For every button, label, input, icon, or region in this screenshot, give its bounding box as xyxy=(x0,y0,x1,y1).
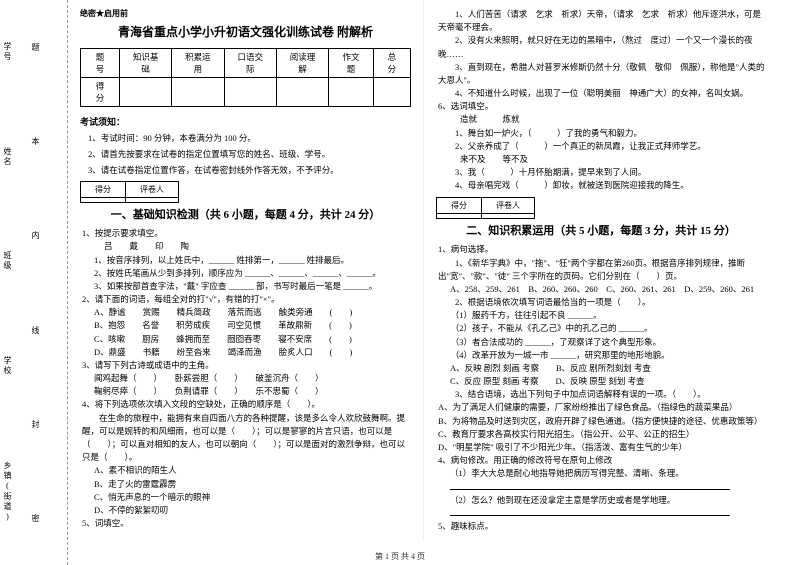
q5-line: 2、没有火来照明，就只好在无边的黑暗中，（熬过 度过）一个又一个漫长的夜晚…… xyxy=(438,34,766,60)
s2-q2-opt: A、反映 剧烈 刻画 考察 B、反应 剧所烈刻划 考查 xyxy=(450,362,766,375)
s2-q3-opt: B、为将物品及时送到灾区，政府开辟了绿色通道。（指方便快捷的途径、优惠政策等） xyxy=(438,415,766,428)
s2-q3-opt: D、"明星学院" 吸引了不少阳光少年。（指活泼、富有生气的少年） xyxy=(438,441,766,454)
q4-opt: C、悄无声息的一个暗示的眼神 xyxy=(94,491,411,504)
s2-q4: 4、病句修改。用正确的修改符号在原句上修改 xyxy=(438,454,766,467)
scorer-box: 得分 评卷人 xyxy=(80,181,411,203)
q2: 2、请下面的词语，每组全对的打"√"，有错的打"×"。 xyxy=(82,293,411,306)
q5-line: 1、人们苦苦（请求 乞求 祈求）天帝，（请求 乞求 祈求）他斥逐洪水，可是天帝毫… xyxy=(438,8,766,34)
left-column: 绝密★启用前 青海省重点小学小升初语文强化训练试卷 附解析 题 号 知识基础 积… xyxy=(68,0,423,540)
score-cell: 得分 xyxy=(81,182,126,198)
q1-chars: 吕 戴 印 陶 xyxy=(104,240,411,253)
s2-q2-sub: （4）改革开放为一城一市 ______，研究那里的地形地貌。 xyxy=(438,349,766,362)
q2-opt: D、鼎盛 书籍 纷至沓来 竭泽而渔 脍炙人口 ( ) xyxy=(94,346,411,359)
binding-margin: 学号 姓名 班级 学校 乡镇(街道) 题 本 内 线 封 密 xyxy=(0,0,68,565)
q1: 1、按提示要求填空。 xyxy=(82,227,411,240)
table-row: 题 号 知识基础 积累运用 口语交际 阅读理解 作文题 总分 xyxy=(81,49,411,78)
page-content: 绝密★启用前 青海省重点小学小升初语文强化训练试卷 附解析 题 号 知识基础 积… xyxy=(68,0,800,540)
q6-sub: 4、母亲唱完戏（ ）卸妆，就被送到医院迎接我的降生。 xyxy=(438,179,766,192)
s2-q1: 1、病句选择。 xyxy=(438,243,766,256)
s2-q4-sub: （1）李大大总是耐心地指导她把病历写得完整、清晰、条理。 xyxy=(450,467,766,480)
q5-line: 3、直到现在，希腊人对普罗米修斯仍然十分（敬佩 敬仰 佩服），称他是"人类的大恩… xyxy=(438,61,766,87)
q1-sub: 3、如果按部首查字法，"戴" 字应查 ______ 部，书写时最后一笔是 ___… xyxy=(94,280,411,293)
q1-sub: 1、按音序排列，以上姓氏中，______ 姓排第一，______ 姓排最后。 xyxy=(94,254,411,267)
s2-q1-opts: A、258、259、261 B、260、260、260 C、260、261、26… xyxy=(450,283,766,296)
score-cell: 得分 xyxy=(437,198,482,214)
q6-sub: 2、父亲养成了（ ）一个真正的新凤霞，让我正式拜师学艺。 xyxy=(438,140,766,153)
s2-q2-opt: C、反应 原型 刻画 考察 D、反映 原型 刻划 考查 xyxy=(450,375,766,388)
q2-opt: B、抱怨 名誉 积劳成疾 司空见惯 革故鼎新 ( ) xyxy=(94,319,411,332)
field-name: 姓名 xyxy=(2,147,13,167)
answer-line[interactable] xyxy=(450,481,766,494)
reviewer-cell: 评卷人 xyxy=(126,182,179,198)
section1-title: 一、基础知识检测（共 6 小题，每题 4 分，共计 24 分） xyxy=(80,206,411,222)
q4: 4、将下列选项依次填入文段的空缺处，正确的顺序是（ ）。 xyxy=(82,398,411,411)
field-student-id: 学号 xyxy=(2,42,13,62)
field-school: 学校 xyxy=(2,356,13,376)
page-footer: 第 1 页 共 4 页 xyxy=(0,551,800,562)
s2-q3-opt: A、为了满足人们健康的需要，厂家纷纷推出了绿色食品。（指绿色的蔬菜果品） xyxy=(438,401,766,414)
binding-field-labels: 学号 姓名 班级 学校 乡镇(街道) xyxy=(2,0,13,565)
q3-row: 鞠躬尽瘁（ ） 负荆请罪（ ） 乐不思蜀（ ） xyxy=(94,385,411,398)
field-town: 乡镇(街道) xyxy=(2,461,13,523)
notice-item: 2、请首先按要求在试卷的指定位置填写您的姓名、班级、学号。 xyxy=(88,148,411,161)
seal-line-marks: 题 本 内 线 封 密 xyxy=(30,0,41,565)
s2-q2: 2、根据语境依次填写词语最恰当的一项是（ ）。 xyxy=(438,296,766,309)
score-table: 题 号 知识基础 积累运用 口语交际 阅读理解 作文题 总分 得 分 xyxy=(80,48,411,107)
s2-q4-sub: （2）怎么？他到现在还没拿定主意是学历史或者是学地理。 xyxy=(450,494,766,507)
q5: 5、词填空。 xyxy=(82,517,411,530)
q5-line: 4、不知道什么时候，出现了一位（聪明美丽 神通广大）的女神，名叫女娲。 xyxy=(438,87,766,100)
q6-opts: 造就 炼就 xyxy=(460,113,766,126)
s2-q5: 5、趣味标点。 xyxy=(438,520,766,533)
section2-title: 二、知识积累运用（共 5 小题，每题 3 分，共计 15 分） xyxy=(436,222,766,238)
field-class: 班级 xyxy=(2,251,13,271)
right-column: 1、人们苦苦（请求 乞求 祈求）天帝，（请求 乞求 祈求）他斥逐洪水，可是天帝毫… xyxy=(423,0,778,540)
q6-sub: 3、我（ ）十月怀胎期满，提早来到了人间。 xyxy=(438,166,766,179)
q4-opt: D、不停的絮絮叨叨 xyxy=(94,504,411,517)
q4-opt: A、素不相识的陌生人 xyxy=(94,464,411,477)
exam-title: 青海省重点小学小升初语文强化训练试卷 附解析 xyxy=(80,23,411,40)
q3-row: 闻鸡起舞（ ） 卧薪尝胆（ ） 破釜沉舟（ ） xyxy=(94,372,411,385)
q1-sub: 2、按姓氏笔画从少到多排列，顺序应为 ______、______、______、… xyxy=(94,267,411,280)
s2-q2-sub: （1）服药千方，往往引起不良 ______。 xyxy=(438,309,766,322)
notice-item: 3、请在试卷指定位置作答，在试卷密封线外作答无效，不予评分。 xyxy=(88,164,411,177)
q6-opts2: 来不及 等不及 xyxy=(460,153,766,166)
notice-heading: 考试须知： xyxy=(80,115,411,128)
secret-label: 绝密★启用前 xyxy=(80,8,411,19)
q6-sub: 1、舞台如一炉火，（ ）了我的勇气和毅力。 xyxy=(438,127,766,140)
s2-q3-opt: C、教育厅要求各高校实行阳光招生。（指公开、公平、公正的招生） xyxy=(438,428,766,441)
answer-line[interactable] xyxy=(450,507,766,520)
scorer-box-2: 得分 评卷人 xyxy=(436,197,766,219)
q3: 3、请写下列古诗或成语中的主角。 xyxy=(82,359,411,372)
reviewer-cell: 评卷人 xyxy=(482,198,535,214)
q4-text: 在生命的旅程中，能拥有来自四面八方的各种提醒，该是多么令人欢欣鼓舞啊。提醒，可以… xyxy=(82,412,411,465)
q4-opt: B、走了火的雷霆霹雳 xyxy=(94,478,411,491)
s2-q3: 3、结合语境，选出下列句子中加点词语解释有误的一项。（ ）。 xyxy=(438,388,766,401)
notice-item: 1、考试时间：90 分钟，本卷满分为 100 分。 xyxy=(88,132,411,145)
q2-opt: A、静谧 赏赐 精兵简政 落荒而逃 触类旁通 ( ) xyxy=(94,306,411,319)
s2-q1-text: 1、《新华字典》中，"拖"、"狂"两个字都在第260页。根据音序排列规律，推断出… xyxy=(438,257,766,283)
table-row: 得 分 xyxy=(81,78,411,107)
s2-q2-sub: （2）孩子，不能从《孔乙己》中的孔乙己的 ______。 xyxy=(438,322,766,335)
q2-opt: C、咳嗽 厨房 蜂拥而至 囫囵吞枣 寝不安席 ( ) xyxy=(94,333,411,346)
s2-q2-sub: （3）者合法成功的 ______，了观察详了这个典型形象。 xyxy=(438,336,766,349)
q6: 6、选词填空。 xyxy=(438,100,766,113)
